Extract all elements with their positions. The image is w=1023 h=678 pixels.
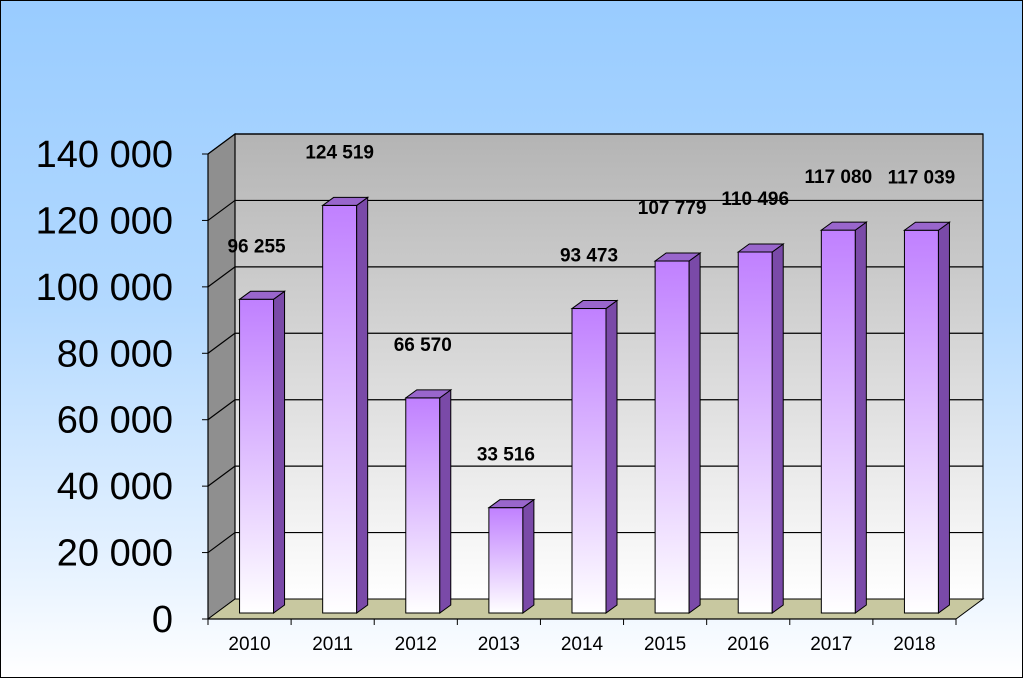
y-tick-label: 100 000: [36, 267, 173, 309]
data-label: 124 519: [305, 142, 374, 163]
gridline-side: [207, 532, 236, 554]
bar-top: [570, 300, 619, 310]
bar: [488, 507, 524, 614]
back-wall-outline: [234, 133, 984, 599]
x-tick-label: 2010: [228, 634, 270, 655]
data-label: 96 255: [227, 236, 286, 257]
x-tick-label: 2018: [893, 634, 935, 655]
bar-side: [273, 290, 286, 614]
side-wall: [207, 133, 236, 620]
data-label: 117 039: [888, 167, 956, 188]
bar: [239, 298, 275, 614]
bar: [405, 397, 441, 614]
bar: [654, 260, 690, 614]
data-label: 33 516: [477, 445, 535, 466]
gridline-side: [207, 465, 236, 487]
bar-side: [854, 221, 867, 614]
x-tick-label: 2013: [478, 634, 520, 655]
y-tick-label: 0: [152, 599, 173, 641]
bar: [903, 229, 939, 614]
gridline-side: [207, 266, 236, 288]
bar-top: [902, 221, 951, 231]
bar-top: [653, 252, 702, 262]
bar-top: [736, 243, 785, 253]
bar-side: [356, 196, 369, 614]
bar-top: [321, 196, 370, 206]
x-tick-label: 2016: [727, 634, 769, 655]
bar: [737, 251, 773, 614]
x-tick-label: 2015: [644, 634, 686, 655]
bar-top: [404, 389, 453, 399]
bar-top: [238, 290, 287, 300]
x-tick-label: 2014: [561, 634, 604, 655]
bar-side: [771, 243, 784, 614]
y-tick-label: 80 000: [57, 333, 173, 375]
data-label: 66 570: [394, 335, 452, 356]
bar: [820, 229, 856, 614]
bars: [238, 196, 951, 614]
gridline-side: [207, 199, 236, 221]
data-label: 107 779: [638, 198, 707, 219]
labels: 0 20 000 40 000 60 000 80 000 100 000 120 000 1…: [36, 134, 956, 655]
y-tick-label: 120 000: [36, 200, 173, 242]
bar-side: [439, 388, 452, 614]
gridline-side: [207, 133, 236, 155]
bar-side: [937, 221, 950, 614]
data-label: 117 080: [805, 167, 873, 188]
bar-side: [688, 252, 701, 614]
y-tick-label: 40 000: [57, 466, 173, 508]
x-tick-label: 2011: [312, 634, 353, 655]
bar-top: [487, 499, 536, 509]
gridline-side: [207, 399, 236, 421]
x-tick-label: 2017: [810, 634, 852, 655]
bar-side: [605, 299, 618, 614]
bar: [322, 204, 358, 614]
y-tick-label: 140 000: [36, 134, 173, 176]
y-tick-label: 20 000: [57, 533, 173, 575]
data-label: 110 496: [721, 189, 789, 210]
bar-top: [819, 221, 868, 231]
bar: [571, 308, 607, 614]
gridline-side: [207, 332, 236, 354]
y-tick-label: 60 000: [57, 400, 173, 442]
x-tick-label: 2012: [395, 634, 437, 655]
bar-side: [522, 498, 535, 614]
data-label: 93 473: [560, 246, 618, 267]
axes: [202, 133, 984, 625]
